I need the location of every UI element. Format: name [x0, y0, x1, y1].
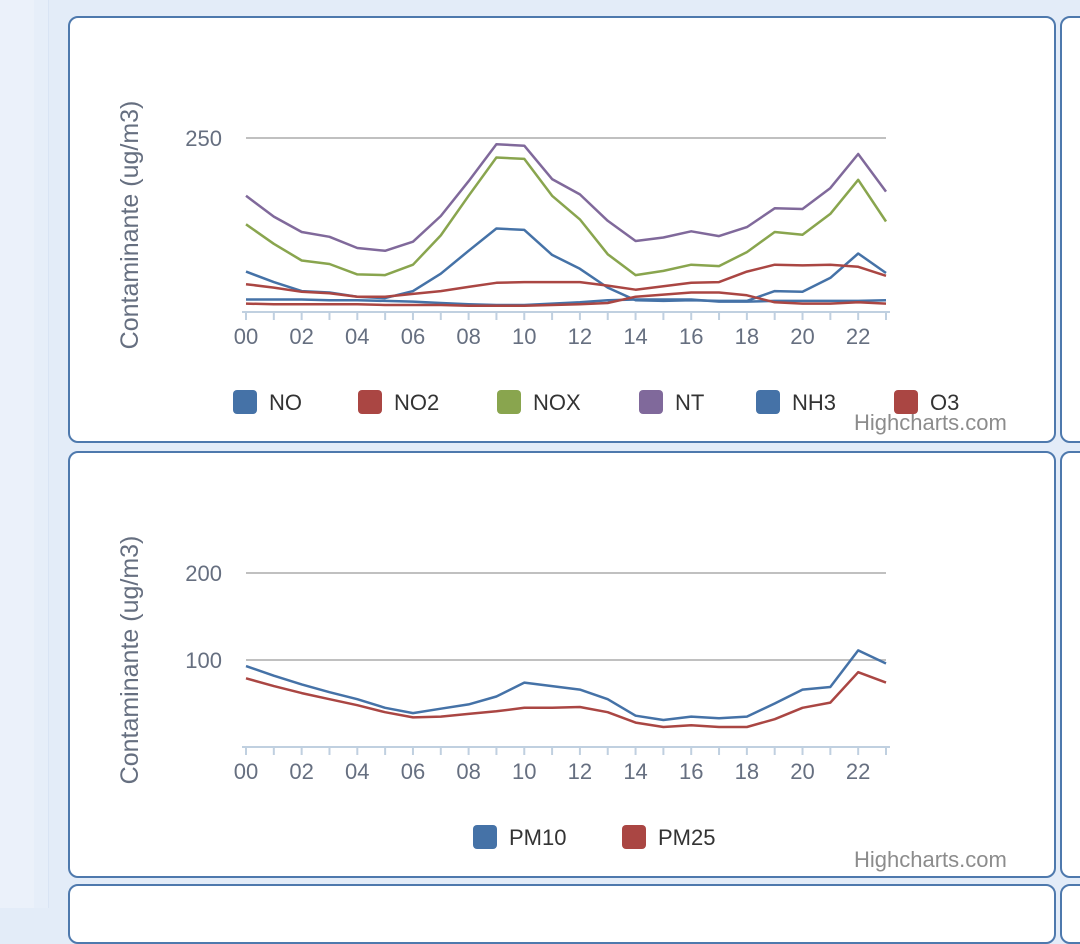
right-card-next: [1060, 884, 1080, 944]
legend-label: NOX: [533, 390, 581, 415]
x-tick-label: 00: [234, 759, 258, 784]
legend-symbol: [497, 390, 521, 414]
right-card-bottom: [1060, 451, 1080, 878]
x-tick-label: 22: [846, 324, 870, 349]
legend-label: NO: [269, 390, 302, 415]
left-rail: [0, 0, 35, 908]
legend-item-nt[interactable]: NT: [639, 390, 704, 415]
series-line-pm25[interactable]: [245, 670, 887, 729]
chart-card-nitrogen: 250 00 02 04 06 08 10 12 14 16 18 20 22 Contaminante …: [68, 16, 1056, 443]
legend-label: PM25: [658, 825, 715, 850]
legend-label: NT: [675, 390, 704, 415]
y-tick-label: 200: [185, 561, 222, 586]
legend-label: NH3: [792, 390, 836, 415]
x-tick-label: 14: [623, 324, 647, 349]
series-line-pm10[interactable]: [245, 649, 887, 722]
chart-card-particles: 100 200 00 02 04 06 08 10 12 14 16 18 20 22 Contaminan…: [68, 451, 1056, 878]
series-line-nox[interactable]: [245, 156, 888, 277]
legend-item-nh3[interactable]: NH3: [756, 390, 836, 415]
legend-symbol: [639, 390, 663, 414]
x-tick-label: 06: [401, 759, 425, 784]
x-tick-label: 10: [512, 759, 536, 784]
chart-card-next: [68, 884, 1056, 944]
x-tick-label: 18: [735, 759, 759, 784]
legend-symbol: [894, 390, 918, 414]
legend-item-pm25[interactable]: PM25: [622, 825, 715, 850]
x-tick-label: 04: [345, 324, 369, 349]
right-card-top: [1060, 16, 1080, 443]
x-tick-label: 14: [623, 759, 647, 784]
x-tick-label: 06: [401, 324, 425, 349]
x-tick-label: 00: [234, 324, 258, 349]
legend-symbol: [233, 390, 257, 414]
highcharts-credits[interactable]: Highcharts.com: [854, 847, 1007, 872]
x-tick-label: 20: [790, 324, 814, 349]
highcharts-credits[interactable]: Highcharts.com: [854, 410, 1007, 435]
legend-label: PM10: [509, 825, 566, 850]
x-tick-label: 12: [568, 324, 592, 349]
legend-symbol: [756, 390, 780, 414]
legend-item-no2[interactable]: NO2: [358, 390, 439, 415]
x-tick-label: 08: [456, 759, 480, 784]
x-tick-label: 04: [345, 759, 369, 784]
series-line-no2[interactable]: [245, 263, 887, 298]
series-line-o3[interactable]: [245, 291, 887, 307]
chart-particles: 100 200 00 02 04 06 08 10 12 14 16 18 20 22 Contaminan…: [116, 536, 890, 850]
x-tick-label: 20: [790, 759, 814, 784]
x-tick-label: 08: [456, 324, 480, 349]
y-tick-label: 250: [185, 126, 222, 151]
legend-item-no[interactable]: NO: [233, 390, 302, 415]
legend-item-pm10[interactable]: PM10: [473, 825, 566, 850]
x-tick-label: 16: [679, 324, 703, 349]
x-tick-label: 02: [289, 324, 313, 349]
series-line-nh3[interactable]: [246, 298, 887, 307]
y-axis-title: Contaminante (ug/m3): [116, 536, 144, 785]
x-tick-label: 10: [512, 324, 536, 349]
y-axis-title: Contaminante (ug/m3): [116, 101, 144, 350]
x-tick-label: 16: [679, 759, 703, 784]
left-rail-inner: [34, 0, 49, 908]
chart-nitrogen: 250 00 02 04 06 08 10 12 14 16 18 20 22 Contaminante …: [116, 101, 959, 415]
x-tick-label: 02: [289, 759, 313, 784]
y-tick-label: 100: [185, 648, 222, 673]
legend-symbol: [358, 390, 382, 414]
legend-item-o3[interactable]: O3: [894, 390, 959, 415]
legend-label: O3: [930, 390, 959, 415]
legend-symbol: [622, 825, 646, 849]
x-tick-label: 12: [568, 759, 592, 784]
x-tick-label: 22: [846, 759, 870, 784]
legend-item-nox[interactable]: NOX: [497, 390, 581, 415]
legend-symbol: [473, 825, 497, 849]
legend-label: NO2: [394, 390, 439, 415]
x-tick-label: 18: [735, 324, 759, 349]
series-line-nt[interactable]: [245, 143, 888, 253]
